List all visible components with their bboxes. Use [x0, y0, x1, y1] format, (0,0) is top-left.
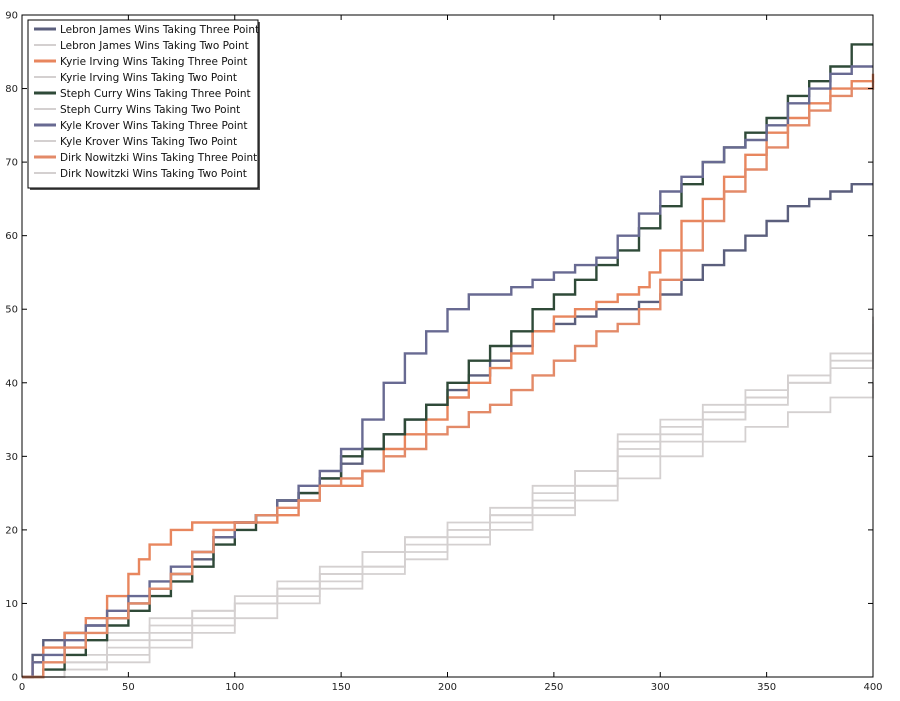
- y-tick-label: 80: [5, 84, 18, 95]
- legend-label: Lebron James Wins Taking Two Point: [60, 40, 249, 52]
- legend-label: Lebron James Wins Taking Three Point: [60, 24, 259, 36]
- y-tick-label: 10: [5, 599, 18, 610]
- x-tick-label: 50: [122, 682, 135, 693]
- series-layer: [22, 43, 875, 679]
- x-tick-label: 100: [225, 682, 244, 693]
- x-tick-label: 0: [19, 682, 25, 693]
- y-tick-label: 40: [5, 378, 18, 389]
- legend-label: Kyle Krover Wins Taking Two Point: [60, 136, 237, 148]
- x-tick-label: 200: [438, 682, 457, 693]
- legend-label: Kyrie Irving Wins Taking Three Point: [60, 56, 247, 68]
- series-line-3: [22, 73, 875, 679]
- series-line-9: [22, 81, 875, 679]
- legend-label: Dirk Nowitzki Wins Taking Three Point: [60, 152, 257, 164]
- legend-label: Kyrie Irving Wins Taking Two Point: [60, 72, 237, 84]
- legend-label: Steph Curry Wins Taking Three Point: [60, 88, 251, 100]
- axis-ticks: 0 50 100 150 200 250 300 350 400 0 10 20 30 40 50 60 70 8…: [5, 11, 882, 694]
- y-tick-label: 20: [5, 525, 18, 536]
- series-line-8: [22, 346, 874, 678]
- y-tick-label: 50: [5, 305, 18, 316]
- legend-label: Kyle Krover Wins Taking Three Point: [60, 120, 248, 132]
- x-tick-label: 250: [544, 682, 563, 693]
- y-tick-label: 0: [12, 673, 18, 684]
- series-line-10: [22, 382, 874, 678]
- legend-label: Steph Curry Wins Taking Two Point: [60, 104, 240, 116]
- x-tick-label: 150: [332, 682, 351, 693]
- x-tick-label: 350: [757, 682, 776, 693]
- y-tick-label: 70: [5, 158, 18, 169]
- legend: Lebron James Wins Taking Three Point Lebr…: [27, 19, 260, 190]
- x-tick-label: 300: [651, 682, 670, 693]
- y-tick-label: 30: [5, 452, 18, 463]
- legend-box: [27, 19, 259, 189]
- y-tick-label: 90: [5, 11, 18, 22]
- legend-label: Dirk Nowitzki Wins Taking Two Point: [60, 168, 247, 180]
- y-tick-label: 60: [5, 231, 18, 242]
- x-tick-label: 400: [863, 682, 882, 693]
